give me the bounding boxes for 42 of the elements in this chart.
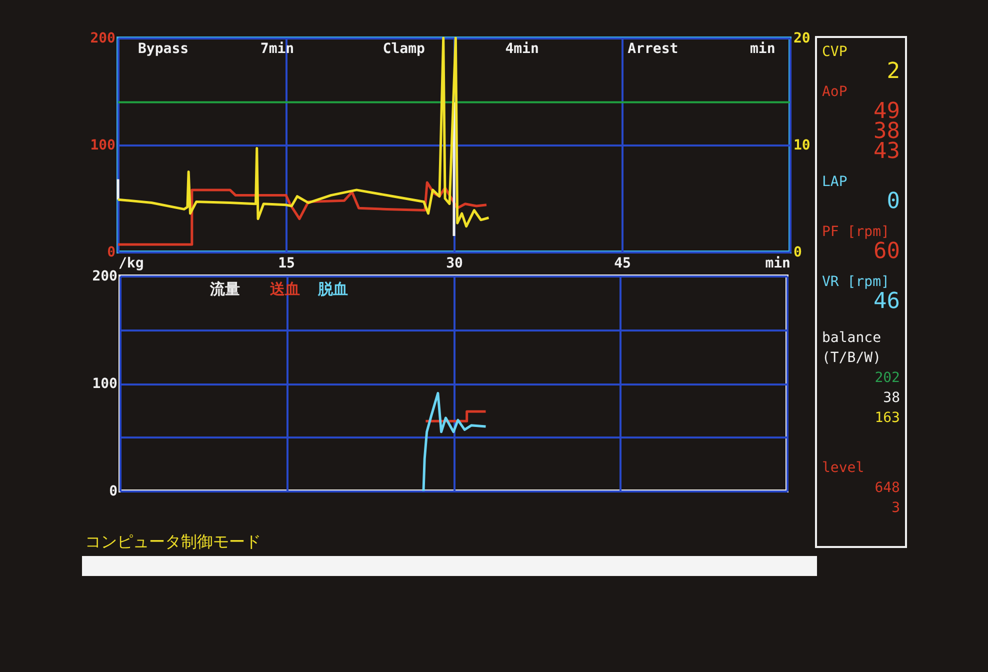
text: 648: [874, 479, 900, 498]
y2-tick-label: 0: [794, 244, 802, 260]
text: 脱血: [317, 280, 348, 298]
annotation: Arrest: [628, 41, 678, 57]
text: コンピュータ制御モード: [85, 532, 261, 553]
text: level: [822, 459, 866, 478]
text: 43: [872, 139, 900, 164]
x-tick-label: /kg: [118, 256, 144, 272]
chart-title: 流量: [209, 280, 240, 298]
text: 163: [874, 409, 900, 428]
y-tick-label: 200: [90, 30, 116, 46]
annotation: Bypass: [138, 41, 189, 57]
y-tick-label: 100: [90, 138, 116, 154]
text: PF [rpm]: [822, 223, 890, 242]
text: 3: [890, 499, 900, 518]
annotation: min: [750, 41, 776, 57]
y2-tick-label: 10: [794, 138, 810, 154]
text: balance: [822, 329, 882, 348]
annotation: Clamp: [382, 41, 425, 57]
text: AoP: [822, 84, 848, 100]
x-tick-label: 30: [446, 256, 463, 272]
annotation: 4min: [505, 41, 539, 57]
text: LAP: [822, 174, 848, 190]
text: 0: [886, 189, 900, 214]
y-tick-label: 200: [92, 268, 118, 284]
x-tick-label: 45: [614, 256, 631, 272]
line-series: [116, 36, 490, 228]
y-tick-label: 100: [92, 376, 118, 392]
text: CVP: [822, 44, 848, 60]
text: VR [rpm]: [822, 273, 890, 292]
text: 38: [882, 389, 900, 408]
y-tick-label: 0: [109, 484, 118, 500]
text: 46: [872, 289, 900, 314]
text: 202: [874, 369, 900, 388]
text: (T/B/W): [822, 349, 882, 368]
y-tick-label: 0: [107, 244, 116, 260]
text: 60: [872, 239, 900, 264]
x-tick-label: 15: [278, 256, 295, 272]
x-tick-label: min: [765, 256, 790, 272]
line-series: [422, 392, 487, 492]
text: 2: [886, 59, 900, 84]
y2-tick-label: 20: [794, 30, 810, 46]
